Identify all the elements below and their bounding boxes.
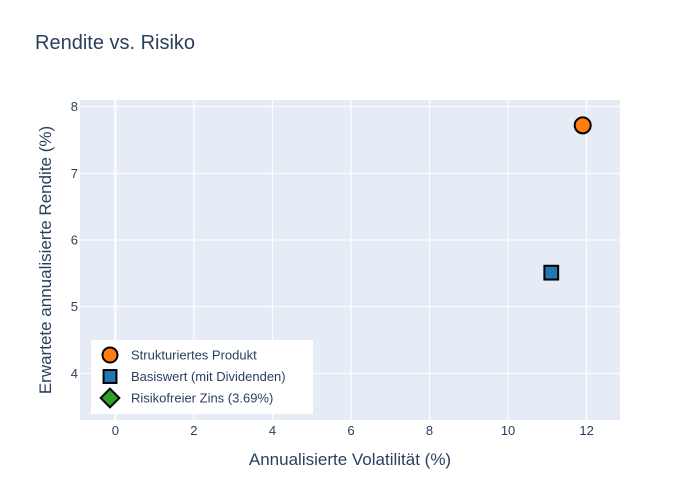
y-tick-label: 5	[71, 299, 78, 314]
x-tick-label: 6	[347, 423, 354, 438]
x-tick-label: 0	[112, 423, 119, 438]
x-tick-label: 12	[579, 423, 593, 438]
legend-label: Basiswert (mit Dividenden)	[131, 369, 286, 384]
chart-title: Rendite vs. Risiko	[35, 32, 195, 54]
legend-background	[91, 340, 313, 414]
legend: Strukturiertes Produkt Basiswert (mit Div…	[91, 340, 313, 414]
x-tick-label: 2	[190, 423, 197, 438]
y-axis-title: Erwartete annualisierte Rendite (%)	[36, 126, 55, 394]
y-tick-label: 7	[71, 166, 78, 181]
legend-marker-square	[102, 369, 118, 384]
data-point-circle	[573, 116, 592, 135]
x-axis-ticks: 0 2 4 6 8 10 12	[112, 423, 594, 438]
data-point-square	[543, 264, 560, 281]
x-tick-label: 4	[269, 423, 276, 438]
legend-marker-circle	[101, 346, 119, 364]
x-tick-label: 10	[501, 423, 515, 438]
y-tick-label: 8	[71, 99, 78, 114]
y-axis-ticks: 4 5 6 7 8	[71, 99, 78, 381]
x-axis-title: Annualisierte Volatilität (%)	[249, 450, 451, 469]
y-tick-label: 4	[71, 366, 78, 381]
y-tick-label: 6	[71, 233, 78, 248]
x-tick-label: 8	[426, 423, 433, 438]
legend-marker-diamond	[99, 387, 121, 409]
legend-label: Risikofreier Zins (3.69%)	[131, 391, 273, 406]
legend-label: Strukturiertes Produkt	[131, 348, 257, 363]
